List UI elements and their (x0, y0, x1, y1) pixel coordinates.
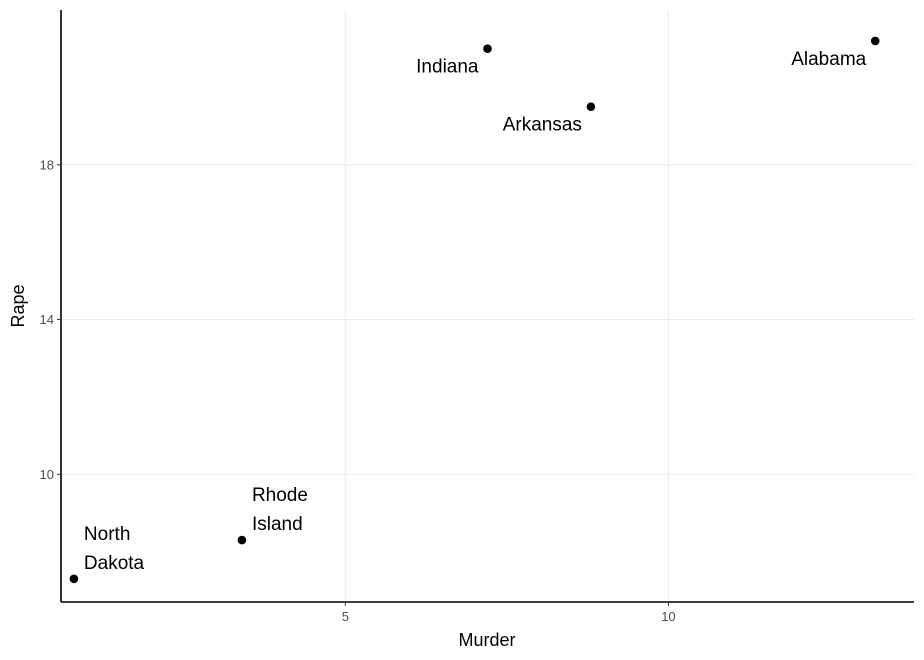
point-label: Indiana (416, 57, 479, 78)
x-tick-label: 10 (661, 609, 675, 624)
x-axis-title: Murder (458, 630, 515, 650)
point-label: Alabama (791, 49, 866, 70)
point-label: Rhode (252, 485, 308, 506)
ticks: 5 10 10 14 18 (40, 157, 676, 624)
point-label: Dakota (84, 553, 145, 574)
y-tick-label: 14 (40, 312, 54, 327)
grid (61, 10, 914, 602)
axes (60, 10, 914, 603)
data-point (586, 102, 596, 112)
data-point (69, 574, 79, 584)
points (69, 36, 880, 584)
data-point (870, 36, 880, 46)
data-point (237, 535, 247, 545)
point-label: Arkansas (503, 115, 582, 136)
data-point (483, 44, 492, 53)
point-labels: Alabama Indiana Arkansas Rhode Island North Da… (84, 49, 867, 574)
x-tick-label: 5 (342, 609, 349, 624)
y-tick-label: 10 (40, 467, 54, 482)
y-axis-title: Rape (8, 284, 28, 327)
y-tick-label: 18 (40, 157, 54, 172)
point-label: North (84, 524, 130, 545)
point-label: Island (252, 514, 303, 535)
